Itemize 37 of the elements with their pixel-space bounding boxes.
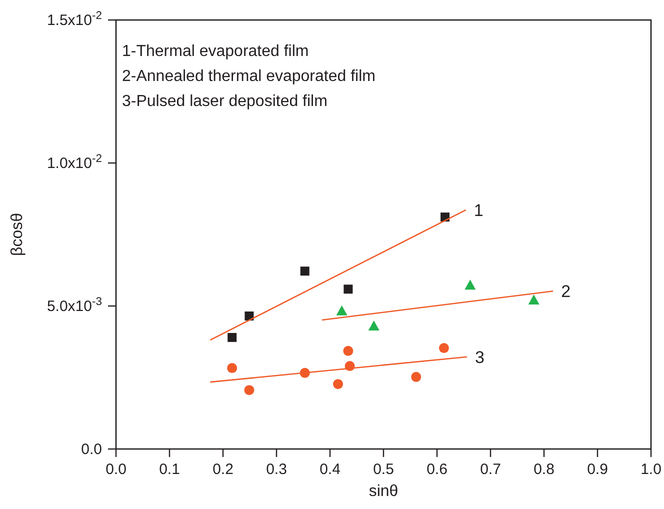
series-label: 3 [474, 348, 484, 367]
point [344, 284, 353, 294]
text: 0.0 [106, 461, 126, 478]
point [336, 305, 348, 316]
point [244, 312, 254, 321]
x-tick-label: 0.3 [266, 461, 287, 478]
point [411, 372, 422, 382]
point [438, 343, 449, 354]
y-tick-label: 0.0 [81, 441, 102, 458]
point [528, 294, 540, 304]
annotation: 3-Pulsed laser deposited film [122, 93, 328, 110]
x-tick-label: 0.1 [159, 461, 180, 478]
point [368, 320, 380, 331]
point [343, 346, 354, 356]
x-tick-label: 0.5 [373, 461, 394, 478]
x-tick-label: 0.2 [212, 461, 234, 478]
x-tick-label: 0.9 [587, 461, 608, 478]
text: 1.0 [640, 461, 662, 478]
annotation: 1-Thermal evaporated film [122, 43, 309, 60]
x-tick-label: 0.6 [426, 461, 448, 478]
y-tick-label: 1.5x10$^{-2}$ [46, 10, 102, 29]
y-tick-label: 5.0x10$^{-3}$ [46, 296, 102, 315]
y-axis-title: βcosθ [9, 212, 26, 256]
x-tick-label: 0.4 [320, 461, 340, 478]
y-tick-label: 1.0x10$^{-2}$ [46, 153, 102, 172]
annotation: 2-Annealed thermal evaporated film [122, 68, 376, 85]
point [464, 280, 476, 290]
series-label: 1 [474, 200, 484, 220]
point [227, 363, 238, 374]
point [333, 379, 344, 390]
point [228, 332, 237, 342]
x-tick-label: 0.7 [480, 461, 501, 478]
x-tick-label: 0.8 [534, 461, 554, 478]
point [300, 266, 310, 276]
x-axis-title: sinθ [368, 483, 398, 500]
series-label: 2 [561, 282, 571, 302]
point [244, 385, 254, 396]
